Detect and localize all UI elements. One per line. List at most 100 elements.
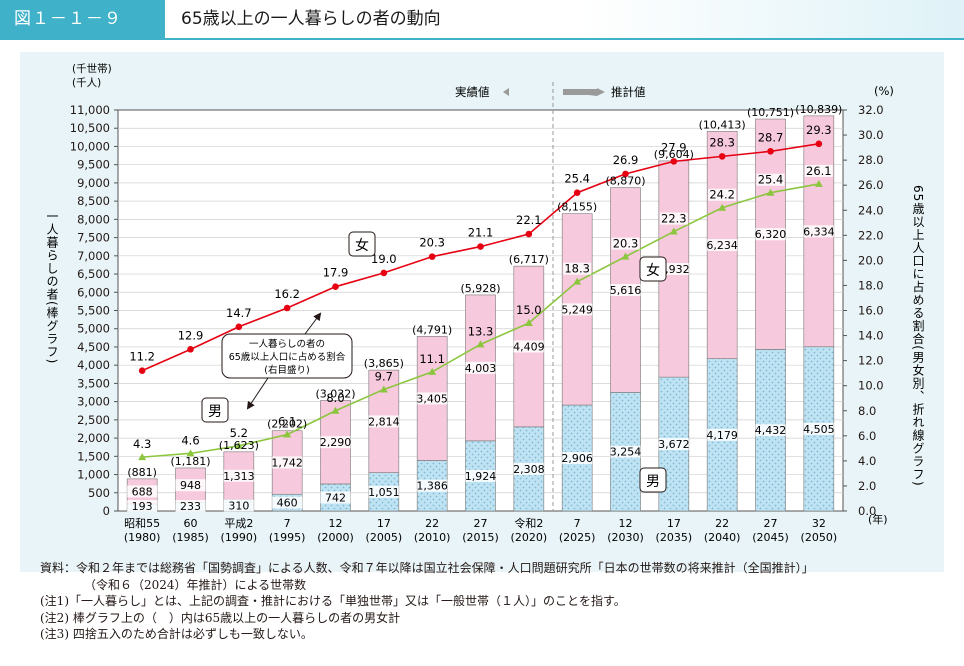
total-value-label: (5,928) xyxy=(460,282,500,295)
right-axis-tick-label: 16.0 xyxy=(858,304,884,318)
x-tick-year: (2025) xyxy=(559,531,596,544)
female-ratio-label: 28.3 xyxy=(709,135,735,149)
chart-notes: 資料：令和２年までは総務省「国勢調査」による人数、令和７年以降は国立社会保障・人… xyxy=(40,560,950,643)
male-ratio-label: 5.2 xyxy=(230,426,248,440)
total-value-label: (9,604) xyxy=(654,148,694,161)
total-value-label: (6,717) xyxy=(509,253,549,266)
female-ratio-label: 14.7 xyxy=(226,306,252,320)
female-ratio-label: 19.0 xyxy=(371,252,397,266)
male-value-label: 310 xyxy=(228,499,249,512)
x-tick-year: (2040) xyxy=(704,531,741,544)
male-value-bg xyxy=(803,422,834,435)
male-value-label: 233 xyxy=(180,500,201,513)
x-tick-label: 27 xyxy=(474,517,488,530)
male-value-label: 2,308 xyxy=(513,463,545,476)
left-axis-tick-label: 500 xyxy=(88,486,110,500)
male-value-label: 1,051 xyxy=(368,486,400,499)
male-ratio-label: 4.6 xyxy=(181,433,199,447)
x-tick-year: (2000) xyxy=(317,531,354,544)
female-value-label: 2,814 xyxy=(368,415,400,428)
left-axis-tick-label: 5,500 xyxy=(77,304,110,318)
left-axis-tick-label: 3,500 xyxy=(77,376,110,390)
left-axis-tick-label: 4,500 xyxy=(77,340,110,354)
male-ratio-point xyxy=(428,367,437,375)
left-axis-tick-label: 6,500 xyxy=(77,267,110,281)
male-value-bg xyxy=(175,500,206,512)
male-ratio-point xyxy=(379,385,388,393)
total-value-label: (4,791) xyxy=(412,323,452,336)
x-tick-year: (2010) xyxy=(414,531,451,544)
female-ratio-label: 26.9 xyxy=(613,153,639,167)
x-tick-year: (2005) xyxy=(366,531,403,544)
male-tag-box xyxy=(201,397,229,423)
figure-title: 65歳以上の一人暮らしの者の動向 xyxy=(181,9,441,29)
male-ratio-label-bg xyxy=(659,212,688,225)
male-ratio-point xyxy=(718,203,727,211)
combo-chart: 193 688 (881) 233 948 (1,181) 310 1,313 (1,623) 4… xyxy=(45,62,925,544)
male-ratio-label-bg xyxy=(756,173,785,186)
right-axis-tick-label: 6.0 xyxy=(858,429,876,443)
total-value-label: (3,032) xyxy=(315,387,355,400)
male-value-label: 1,386 xyxy=(416,480,448,493)
left-axis-label: 一人暮らしの者(棒グラフ) xyxy=(45,210,59,364)
female-value-bg xyxy=(127,485,158,498)
female-ratio-label: 11.2 xyxy=(129,350,155,364)
right-axis-tick-label: 4.0 xyxy=(858,454,876,468)
male-value-bg xyxy=(223,499,254,512)
female-ratio-point xyxy=(815,140,823,148)
male-ratio-point xyxy=(186,449,195,457)
note-1: (注1)「一人暮らし」とは、上記の調査・推計における「単独世帯」又は「一般世帯（… xyxy=(40,594,626,608)
male-ratio-point xyxy=(766,188,775,196)
male-value-bg xyxy=(127,500,158,512)
male-ratio-point xyxy=(524,319,533,327)
female-ratio-point xyxy=(573,189,581,197)
x-tick-year: (2035) xyxy=(656,531,693,544)
total-value-label: (10,413) xyxy=(699,118,746,131)
female-ratio-point xyxy=(138,367,146,374)
female-ratio-point xyxy=(235,323,243,331)
right-axis-tick-label: 2.0 xyxy=(858,479,876,493)
male-ratio-label: 15.0 xyxy=(516,303,542,317)
actual-arrow xyxy=(503,88,545,96)
x-tick-label: 7 xyxy=(574,517,581,530)
female-ratio-point xyxy=(525,230,533,238)
right-axis-tick-label: 24.0 xyxy=(858,203,884,217)
female-ratio-label: 22.1 xyxy=(516,213,542,227)
x-tick-label: 27 xyxy=(764,517,778,530)
female-tag-box-2 xyxy=(639,256,667,282)
male-ratio-point xyxy=(283,430,292,438)
female-value-bg xyxy=(320,436,351,449)
male-value-label: 4,432 xyxy=(755,424,787,437)
female-value-bg xyxy=(272,456,303,469)
male-ratio-label-bg xyxy=(611,237,640,250)
x-tick-label: 22 xyxy=(425,517,439,530)
x-tick-year: (2030) xyxy=(607,531,644,544)
female-ratio-point xyxy=(477,243,484,250)
right-axis-tick-label: 14.0 xyxy=(858,329,884,343)
left-axis-tick-label: 8,500 xyxy=(77,194,110,208)
left-axis-tick-label: 7,000 xyxy=(77,249,110,263)
x-tick-year: (1985) xyxy=(172,531,209,544)
female-tag-2: 女 xyxy=(646,262,660,279)
female-value-bg xyxy=(223,469,254,482)
left-axis-tick-label: 6,000 xyxy=(77,285,110,299)
right-axis-tick-label: 12.0 xyxy=(858,354,884,368)
male-value-bg xyxy=(610,445,641,458)
female-value-label: 948 xyxy=(180,479,201,492)
x-tick-year: (2015) xyxy=(462,531,499,544)
female-ratio-point xyxy=(380,269,388,277)
male-ratio-label: 20.3 xyxy=(613,237,639,251)
total-value-label: (2,202) xyxy=(267,418,307,431)
female-value-bg xyxy=(707,239,738,252)
female-ratio-point xyxy=(187,346,194,353)
right-axis-tick-label: 28.0 xyxy=(858,153,884,167)
left-axis-tick-label: 9,000 xyxy=(77,176,110,190)
male-ratio-point xyxy=(476,340,485,348)
x-tick-label: 昭和55 xyxy=(124,517,160,530)
male-ratio-point xyxy=(814,179,823,187)
female-value-label: 4,409 xyxy=(513,340,545,353)
line-note-box xyxy=(221,333,353,379)
female-value-bg xyxy=(803,225,834,238)
x-tick-year: (2050) xyxy=(801,531,838,544)
